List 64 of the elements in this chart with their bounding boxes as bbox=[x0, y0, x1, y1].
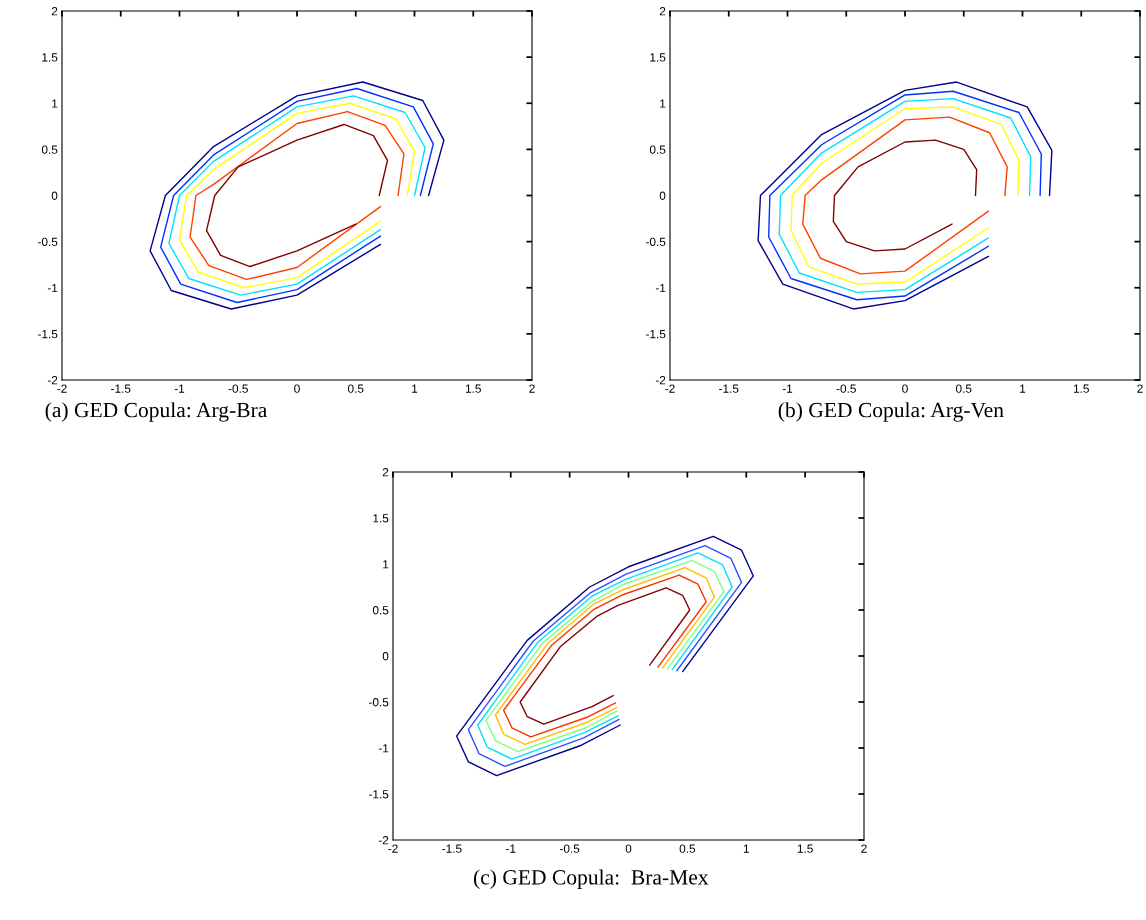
x-axis-title: (b) GED Copula: Arg-Ven bbox=[778, 402, 1004, 422]
y-tick-label: -1.5 bbox=[646, 330, 666, 339]
x-tick-label: 1.5 bbox=[465, 384, 481, 393]
y-tick-label: -1.5 bbox=[38, 330, 58, 339]
y-tick-label: -1 bbox=[378, 744, 389, 753]
line-series bbox=[832, 139, 978, 252]
line-series bbox=[205, 123, 389, 268]
line-series bbox=[189, 110, 405, 281]
x-tick-label: -1.5 bbox=[442, 844, 462, 853]
x-tick-label: 0 bbox=[902, 384, 908, 393]
y-tick-label: 2 bbox=[51, 7, 58, 16]
x-tick-label: 0 bbox=[294, 384, 300, 393]
y-tick-label: -1 bbox=[655, 283, 666, 293]
x-tick-label: 1.5 bbox=[797, 844, 813, 853]
x-tick-label: -1 bbox=[174, 384, 185, 393]
x-tick-label: -1.5 bbox=[111, 384, 131, 393]
x-tick-label: 1 bbox=[412, 384, 418, 393]
x-tick-label: -0.5 bbox=[228, 384, 248, 393]
y-tick-label: -1.5 bbox=[369, 790, 389, 799]
x-tick-label: 0 bbox=[625, 844, 632, 853]
y-tick-label: 0.5 bbox=[649, 145, 666, 154]
x-tick-label: 0.5 bbox=[679, 844, 696, 853]
y-tick-label: 0.5 bbox=[372, 606, 389, 615]
x-tick-label: -2 bbox=[57, 384, 67, 393]
x-tick-label: -1 bbox=[782, 384, 793, 393]
x-tick-label: 1 bbox=[1020, 384, 1026, 393]
y-tick-label: 0 bbox=[382, 652, 389, 661]
x-tick-label: 2 bbox=[1137, 384, 1143, 393]
x-tick-label: -1 bbox=[506, 844, 516, 853]
x-tick-label: -0.5 bbox=[836, 384, 856, 393]
x-tick-label: -1.5 bbox=[719, 384, 739, 393]
y-tick-label: 0 bbox=[659, 191, 666, 200]
x-tick-label: 1 bbox=[743, 844, 749, 853]
line-series bbox=[790, 106, 1020, 285]
y-tick-label: 1 bbox=[383, 560, 389, 569]
y-tick-label: -2 bbox=[655, 376, 666, 385]
y-tick-label: 1 bbox=[660, 99, 666, 108]
x-tick-label: -2 bbox=[665, 384, 675, 393]
y-tick-label: -0.5 bbox=[38, 237, 58, 247]
y-tick-label: 1.5 bbox=[373, 514, 389, 523]
y-tick-label: 1.5 bbox=[42, 53, 58, 62]
y-tick-label: 1 bbox=[52, 99, 58, 108]
x-tick-label: 0.5 bbox=[956, 384, 972, 393]
y-tick-label: -2 bbox=[47, 376, 58, 385]
x-tick-label: 2 bbox=[861, 844, 867, 853]
y-tick-label: 2 bbox=[659, 7, 666, 16]
y-tick-label: 0.5 bbox=[41, 145, 58, 154]
y-tick-label: -1 bbox=[47, 283, 58, 293]
y-tick-label: -0.5 bbox=[369, 698, 389, 707]
y-tick-label: 1.5 bbox=[650, 53, 666, 62]
y-tick-label: -2 bbox=[378, 836, 389, 845]
y-tick-label: -0.5 bbox=[646, 237, 666, 247]
y-tick-label: 2 bbox=[382, 468, 389, 477]
x-axis-title: (a) GED Copula: Arg-Bra bbox=[45, 402, 268, 422]
x-tick-label: -0.5 bbox=[559, 844, 580, 853]
line-series bbox=[519, 587, 691, 725]
x-axis-title: (c) GED Copula: Bra-Mex bbox=[473, 869, 709, 889]
x-tick-label: 1.5 bbox=[1073, 384, 1089, 393]
x-tick-label: -2 bbox=[388, 844, 398, 853]
line-series bbox=[802, 116, 1008, 275]
x-tick-label: 0.5 bbox=[348, 384, 364, 393]
y-tick-label: 0 bbox=[51, 191, 58, 200]
line-series bbox=[502, 574, 707, 738]
x-tick-label: 2 bbox=[529, 384, 535, 393]
